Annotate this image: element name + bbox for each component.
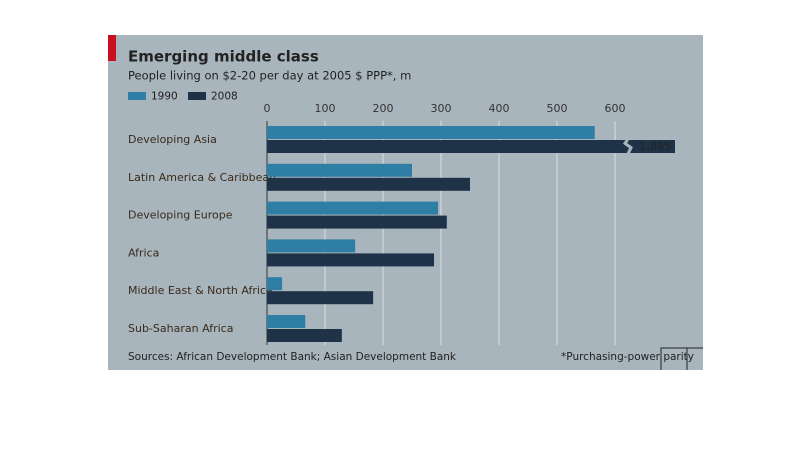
chart-subtitle: People living on $2-20 per day at 2005 $… [128, 69, 411, 83]
bar [267, 126, 595, 139]
y-tick-label: Middle East & North Africa [128, 284, 273, 297]
x-tick-label: 600 [605, 102, 626, 115]
bar [267, 215, 447, 229]
bar [267, 329, 342, 342]
x-tick-label: 100 [315, 102, 336, 115]
bar [267, 253, 435, 267]
red-tag [108, 35, 116, 61]
y-tick-label: Latin America & Caribbean [128, 171, 276, 184]
axis-break [622, 138, 633, 155]
y-tick-label: Developing Europe [128, 209, 233, 222]
bar [267, 201, 439, 215]
legend-label: 2008 [211, 91, 238, 103]
bar [267, 140, 675, 153]
bar [267, 239, 356, 253]
footnote: *Purchasing-power parity [561, 351, 694, 363]
legend-swatch [188, 92, 206, 100]
y-tick-label: Sub-Saharan Africa [128, 322, 233, 335]
corner-frame [660, 347, 703, 370]
value-label: 1,895 [640, 140, 672, 153]
legend-swatch [128, 92, 146, 100]
legend-label: 1990 [151, 91, 178, 103]
x-tick-label: 500 [547, 102, 568, 115]
x-tick-label: 400 [489, 102, 510, 115]
chart-title: Emerging middle class [128, 48, 319, 66]
bar [267, 291, 374, 305]
x-tick-label: 0 [264, 102, 271, 115]
bar [267, 163, 412, 177]
bar [267, 315, 306, 328]
source: Sources: African Development Bank; Asian… [128, 351, 457, 363]
x-tick-label: 200 [373, 102, 394, 115]
bar [267, 177, 470, 191]
y-tick-label: Africa [128, 246, 159, 259]
y-tick-label: Developing Asia [128, 133, 217, 146]
bar [267, 277, 283, 291]
x-tick-label: 300 [431, 102, 452, 115]
